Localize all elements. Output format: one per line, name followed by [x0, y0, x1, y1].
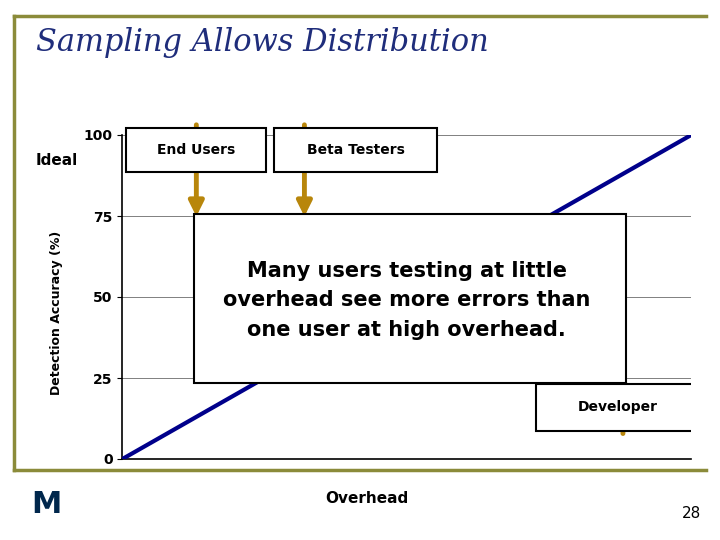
- FancyBboxPatch shape: [536, 383, 698, 431]
- FancyBboxPatch shape: [127, 127, 266, 172]
- Text: Beta Testers: Beta Testers: [307, 143, 405, 157]
- Text: Detection Accuracy (%): Detection Accuracy (%): [50, 231, 63, 395]
- FancyBboxPatch shape: [194, 214, 626, 383]
- Text: Overhead: Overhead: [325, 491, 409, 507]
- Text: Many users testing at little
overhead see more errors than
one user at high over: Many users testing at little overhead se…: [223, 261, 590, 340]
- Text: Ideal: Ideal: [36, 153, 78, 168]
- Text: 28: 28: [682, 505, 701, 521]
- Text: Developer: Developer: [577, 400, 657, 414]
- Text: M: M: [32, 490, 62, 519]
- Text: Sampling Allows Distribution: Sampling Allows Distribution: [36, 27, 489, 58]
- FancyBboxPatch shape: [274, 127, 437, 172]
- Text: End Users: End Users: [157, 143, 235, 157]
